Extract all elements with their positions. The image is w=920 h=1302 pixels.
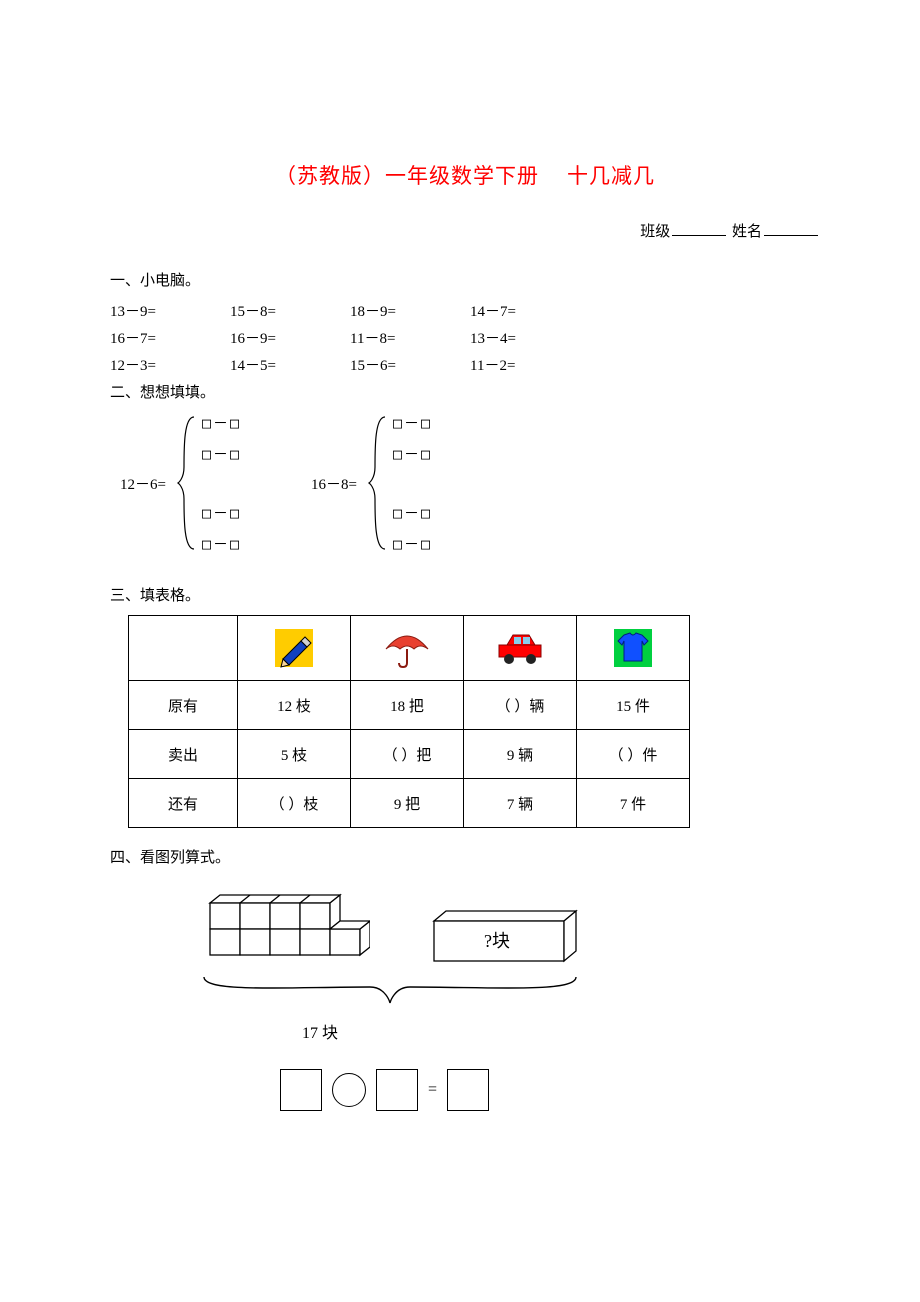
table-cell: 7 辆 bbox=[464, 779, 577, 828]
answer-box[interactable] bbox=[280, 1069, 322, 1111]
s2-row: □－□ bbox=[393, 533, 432, 554]
s2-row: □－□ bbox=[202, 412, 241, 433]
eq-cell: 12－3= bbox=[110, 354, 230, 375]
table-row: 还有 （ ）枝 9 把 7 辆 7 件 bbox=[129, 779, 690, 828]
name-label: 姓名 bbox=[732, 224, 762, 240]
class-label: 班级 bbox=[640, 224, 670, 240]
eq-cell: 14－5= bbox=[230, 354, 350, 375]
section-1-equations: 13－9= 15－8= 18－9= 14－7= 16－7= 16－9= 11－8… bbox=[110, 300, 820, 375]
equation-boxes: = bbox=[280, 1069, 820, 1111]
s2-row: □－□ bbox=[393, 412, 432, 433]
section-2-heading: 二、想想填填。 bbox=[110, 381, 820, 402]
s2-row: □－□ bbox=[202, 502, 241, 523]
total-label: 17 块 bbox=[230, 1019, 410, 1043]
page-title: （苏教版）一年级数学下册 十几减几 bbox=[110, 160, 820, 190]
left-brace-icon bbox=[365, 413, 393, 553]
answer-box[interactable] bbox=[447, 1069, 489, 1111]
figure: ?块 bbox=[200, 891, 620, 1011]
section-1-heading: 一、小电脑。 bbox=[110, 269, 820, 290]
data-table: 原有 12 枝 18 把 （ ）辆 15 件 卖出 5 枝 （ ）把 9 辆 （… bbox=[128, 615, 690, 828]
name-blank[interactable] bbox=[764, 221, 818, 236]
class-blank[interactable] bbox=[672, 221, 726, 236]
table-cell: 9 把 bbox=[351, 779, 464, 828]
eq-cell: 14－7= bbox=[470, 300, 590, 321]
table-cell: 5 枝 bbox=[238, 730, 351, 779]
s2-label: 16－8= bbox=[311, 473, 357, 494]
row-label: 还有 bbox=[129, 779, 238, 828]
eq-cell: 15－6= bbox=[350, 354, 470, 375]
pencil-icon bbox=[238, 616, 351, 681]
worksheet-page: （苏教版）一年级数学下册 十几减几 班级 姓名 一、小电脑。 13－9= 15－8… bbox=[0, 0, 920, 1302]
s2-row: □－□ bbox=[393, 443, 432, 464]
eq-cell: 11－2= bbox=[470, 354, 590, 375]
eq-cell: 16－9= bbox=[230, 327, 350, 348]
section-2-content: 12－6= □－□ □－□ □－□ □－□ 16－8= bbox=[120, 412, 820, 554]
operator-circle[interactable] bbox=[332, 1073, 366, 1107]
eq-row: 12－3= 14－5= 15－6= 11－2= bbox=[110, 354, 820, 375]
mystery-label: ?块 bbox=[484, 931, 510, 951]
shirt-icon bbox=[577, 616, 690, 681]
table-row bbox=[129, 616, 690, 681]
left-brace-icon bbox=[174, 413, 202, 553]
title-right: 十几减几 bbox=[567, 164, 655, 188]
cubes-icon bbox=[200, 891, 370, 961]
mystery-box-icon: ?块 bbox=[430, 909, 580, 967]
blank-header bbox=[129, 616, 238, 681]
meta-line: 班级 姓名 bbox=[110, 220, 820, 241]
eq-row: 16－7= 16－9= 11－8= 13－4= bbox=[110, 327, 820, 348]
eq-cell: 11－8= bbox=[350, 327, 470, 348]
table-cell: （ ）辆 bbox=[464, 681, 577, 730]
s2-box-rows: □－□ □－□ □－□ □－□ bbox=[202, 412, 241, 554]
s2-group: 12－6= □－□ □－□ □－□ □－□ bbox=[120, 412, 241, 554]
s2-row: □－□ bbox=[202, 533, 241, 554]
row-label: 卖出 bbox=[129, 730, 238, 779]
table-row: 卖出 5 枝 （ ）把 9 辆 （ ）件 bbox=[129, 730, 690, 779]
table-row: 原有 12 枝 18 把 （ ）辆 15 件 bbox=[129, 681, 690, 730]
table-cell: 15 件 bbox=[577, 681, 690, 730]
s2-group: 16－8= □－□ □－□ □－□ □－□ bbox=[311, 412, 432, 554]
table-cell: 18 把 bbox=[351, 681, 464, 730]
equals-sign: = bbox=[428, 1081, 437, 1099]
title-left: （苏教版）一年级数学下册 bbox=[275, 164, 539, 188]
table-cell: 7 件 bbox=[577, 779, 690, 828]
table-cell: （ ）件 bbox=[577, 730, 690, 779]
s2-box-rows: □－□ □－□ □－□ □－□ bbox=[393, 412, 432, 554]
eq-cell: 13－9= bbox=[110, 300, 230, 321]
table-cell: 9 辆 bbox=[464, 730, 577, 779]
s2-row: □－□ bbox=[202, 443, 241, 464]
answer-box[interactable] bbox=[376, 1069, 418, 1111]
section-4-heading: 四、看图列算式。 bbox=[110, 846, 820, 867]
row-label: 原有 bbox=[129, 681, 238, 730]
eq-cell: 16－7= bbox=[110, 327, 230, 348]
eq-cell: 15－8= bbox=[230, 300, 350, 321]
table-cell: 12 枝 bbox=[238, 681, 351, 730]
umbrella-icon bbox=[351, 616, 464, 681]
s2-row: □－□ bbox=[393, 502, 432, 523]
eq-cell: 13－4= bbox=[470, 327, 590, 348]
eq-cell: 18－9= bbox=[350, 300, 470, 321]
eq-row: 13－9= 15－8= 18－9= 14－7= bbox=[110, 300, 820, 321]
car-icon bbox=[464, 616, 577, 681]
table-cell: （ ）枝 bbox=[238, 779, 351, 828]
s2-label: 12－6= bbox=[120, 473, 166, 494]
under-brace-icon bbox=[200, 973, 580, 1007]
table-cell: （ ）把 bbox=[351, 730, 464, 779]
section-3-heading: 三、填表格。 bbox=[110, 584, 820, 605]
